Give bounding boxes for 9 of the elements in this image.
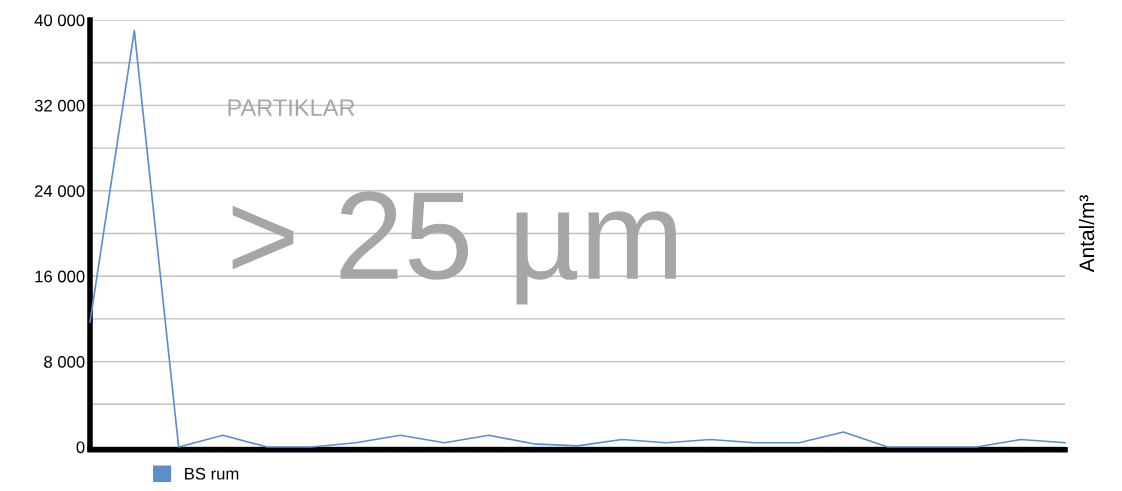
y-axis-title: Antal/m³ — [1078, 195, 1095, 273]
y-tick-label: 8 000 — [44, 356, 85, 368]
legend-label: BS rum — [185, 467, 239, 480]
y-tick-label: 16 000 — [35, 270, 85, 283]
y-tick-label: 40 000 — [34, 14, 85, 27]
line-series — [89, 29, 1066, 448]
y-tick-label: 0 — [76, 441, 85, 454]
y-tick-label: 32 000 — [34, 99, 85, 112]
y-tick-label: 24 000 — [35, 185, 85, 197]
